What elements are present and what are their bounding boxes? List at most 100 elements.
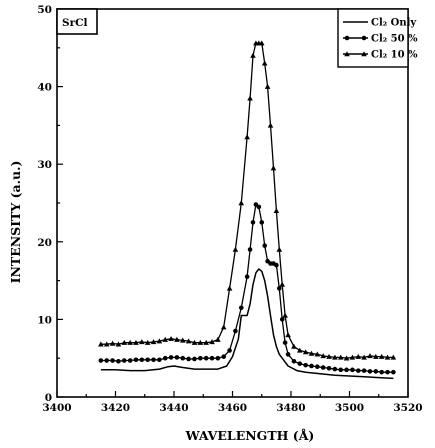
legend-entry: Cl₂ 10 % [343,50,418,61]
data-point [343,355,350,361]
data-point [355,353,362,359]
data-point [232,246,239,252]
x-tick-label: 3520 [393,402,422,414]
x-tick-label: 3400 [42,402,71,414]
panel-label-frame [56,8,98,35]
x-tick-label: 3480 [276,402,305,414]
data-point [273,207,280,213]
data-point [191,339,198,345]
plot-group [98,40,397,380]
data-point [314,351,321,357]
series-3 [98,40,397,361]
y-tick-label: 30 [37,159,52,171]
data-point [282,340,288,345]
data-point [309,363,314,369]
data-point [139,339,145,345]
data-point [226,285,233,291]
data-point [247,95,253,101]
data-point [264,83,271,89]
legend-entry: Cl₂ Only [343,18,417,29]
data-point [361,368,367,373]
data-point [279,281,286,287]
data-point [151,357,156,363]
data-point [174,336,180,342]
data-point [98,358,104,363]
data-point [168,355,174,360]
data-point [121,358,127,363]
data-point [150,339,157,345]
data-point [378,353,385,359]
data-point [104,358,110,363]
data-point [157,357,162,363]
series-line [100,203,394,373]
data-point [116,359,121,364]
axes-group: 3400 3420 3440 3460 3480 3500 3520 0 10 20 30 40 50 [37,4,422,414]
data-point [250,52,256,58]
y-tick-label: 0 [45,392,52,404]
data-point [197,339,204,345]
data-point [270,165,277,171]
data-point [227,348,232,353]
data-point [115,341,122,347]
data-point [220,324,227,330]
data-point [244,134,250,140]
y-axis-title: INTENSITY (a.u.) [8,161,23,284]
data-point [361,354,367,360]
data-point [168,336,174,342]
data-point [109,340,116,346]
data-point [344,367,349,373]
legend-marker [344,35,350,41]
data-point [121,339,128,345]
data-point [276,246,283,252]
x-tick-label: 3460 [218,402,247,414]
series-1 [100,268,394,380]
data-point [285,332,291,338]
data-point [261,60,268,66]
data-point [203,339,209,345]
data-point [308,350,315,356]
legend-label: Cl₂ 10 % [371,50,418,61]
data-point [127,339,133,345]
data-point [367,369,373,374]
data-point [326,365,332,371]
data-point [277,286,282,291]
data-point [373,353,379,359]
data-point [162,355,168,361]
data-point [315,364,320,370]
data-point [302,349,309,355]
x-tick-label: 3440 [159,402,188,414]
data-point [391,369,396,375]
x-tick-label: 3500 [335,402,364,414]
data-point [303,362,308,368]
legend-label: Cl₂ 50 % [371,34,418,45]
legend-label: Cl₂ Only [371,18,417,29]
data-point [139,357,145,363]
panel-label: SrCl [62,17,87,29]
data-point [250,220,256,225]
data-point [238,305,244,311]
legend-marker [361,35,367,41]
data-point [390,354,397,360]
data-point [285,352,291,357]
y-tick-label: 40 [37,82,52,94]
data-point [198,355,203,361]
data-point [98,341,104,347]
data-point [156,338,163,344]
data-point [379,369,384,375]
data-point [185,338,192,344]
data-point [203,355,209,361]
data-point [332,354,338,360]
y-tick-label: 10 [37,314,52,326]
data-point [209,339,215,345]
data-point [355,368,361,373]
data-point [238,200,245,206]
panel-label-box: SrCl [56,8,98,35]
data-point [144,339,151,345]
data-point [145,357,150,363]
data-point [174,355,180,360]
data-point [338,367,344,373]
data-point [127,358,133,363]
legend-marker [361,51,367,57]
data-point [186,356,191,362]
